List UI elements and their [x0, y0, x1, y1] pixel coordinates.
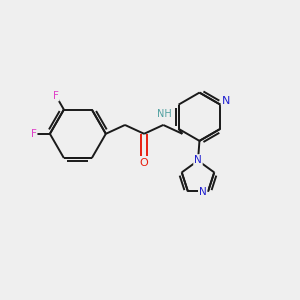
Text: NH: NH [157, 109, 172, 119]
Text: O: O [140, 158, 148, 168]
Text: N: N [222, 96, 230, 106]
Text: N: N [199, 187, 207, 197]
Text: F: F [31, 129, 37, 139]
Text: N: N [194, 155, 202, 165]
Text: F: F [53, 91, 59, 100]
